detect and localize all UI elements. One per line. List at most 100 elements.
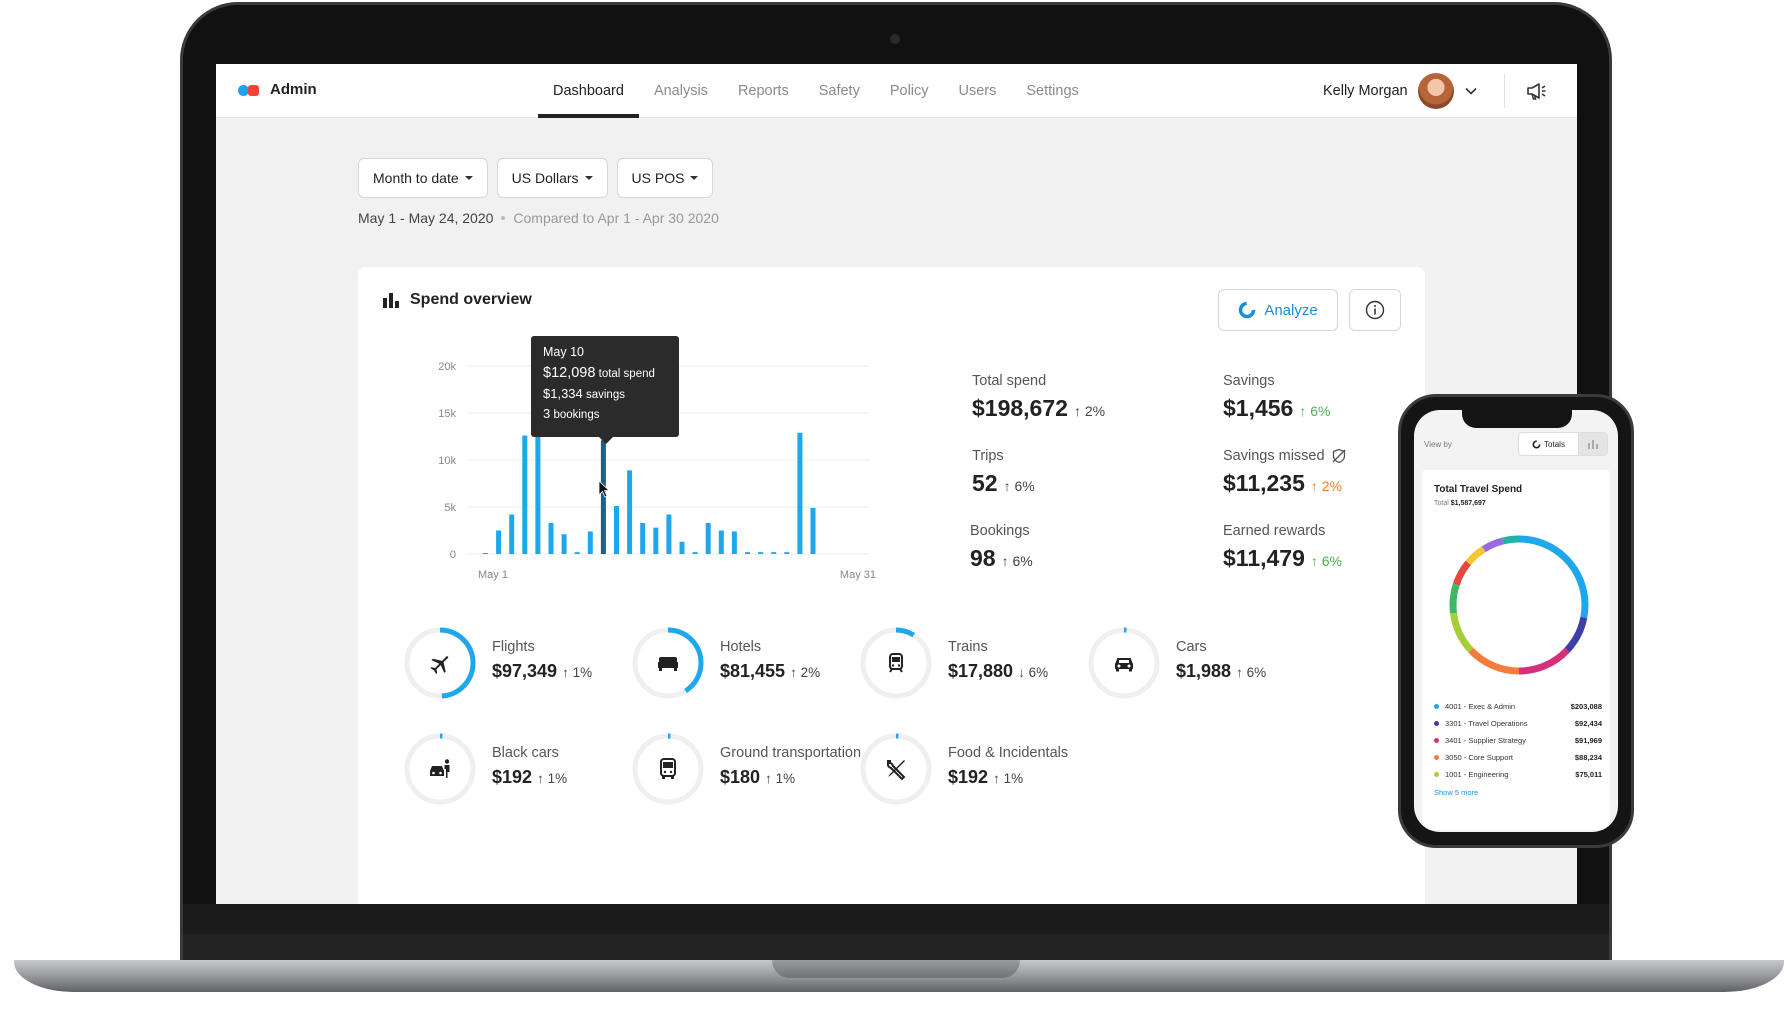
legend-value: $203,088: [1570, 702, 1602, 711]
legend-value: $92,434: [1574, 719, 1602, 728]
app-logo[interactable]: Admin: [238, 81, 317, 98]
analyze-button[interactable]: Analyze: [1218, 289, 1338, 331]
info-button[interactable]: [1349, 289, 1401, 331]
chart-bar[interactable]: [718, 530, 724, 555]
category-values: $192 ↑ 1%: [492, 767, 567, 788]
chart-bar[interactable]: [640, 522, 646, 554]
category-label: Trains: [948, 639, 988, 655]
chart-bar[interactable]: [771, 552, 777, 554]
phone-toggle-totals[interactable]: Totals: [1519, 433, 1579, 455]
category-label: Flights: [492, 639, 535, 655]
chart-bar[interactable]: [731, 531, 737, 554]
chart-bar[interactable]: [614, 506, 619, 554]
ring-fill: [860, 627, 932, 699]
tooltip-bookings: 3 bookings: [543, 406, 667, 421]
donut-segment[interactable]: [1449, 535, 1589, 675]
chart-bar[interactable]: [496, 530, 502, 555]
phone-toggle-chart[interactable]: [1579, 433, 1607, 455]
category-food-incidentals[interactable]: Food & Incidentals $192 ↑ 1%: [858, 731, 1098, 807]
user-menu[interactable]: Kelly Morgan: [1323, 73, 1478, 109]
legend-item[interactable]: 3050 - Core Support $88,234: [1434, 749, 1602, 766]
logo-mark-icon: [238, 83, 262, 97]
category-ground-transportation[interactable]: Ground transportation $180 ↑ 1%: [630, 731, 870, 807]
phone-card-total: Total $1,587,697: [1434, 500, 1486, 507]
chart-bar[interactable]: [561, 534, 567, 554]
phone-card-title: Total Travel Spend: [1434, 484, 1523, 495]
tab-settings[interactable]: Settings: [1026, 83, 1079, 99]
megaphone-icon[interactable]: [1524, 79, 1548, 103]
pos-dropdown-label: US POS: [631, 170, 685, 186]
currency-dropdown[interactable]: US Dollars: [496, 158, 608, 198]
chart-bar[interactable]: [653, 527, 659, 554]
tab-dashboard[interactable]: Dashboard: [538, 64, 639, 118]
user-name: Kelly Morgan: [1323, 83, 1408, 99]
legend-value: $75,011: [1575, 770, 1602, 779]
legend-item[interactable]: 4001 - Exec & Admin $203,088: [1434, 698, 1602, 715]
category-hotels[interactable]: Hotels $81,455 ↑ 2%: [630, 625, 870, 701]
tab-reports[interactable]: Reports: [737, 83, 789, 99]
arrow-up-icon: ↑: [1299, 403, 1307, 419]
chart-bar[interactable]: [548, 522, 554, 554]
donut-segment[interactable]: [1449, 535, 1589, 675]
tab-analysis[interactable]: Analysis: [653, 83, 708, 99]
legend-item[interactable]: 3301 - Travel Operations $92,434: [1434, 715, 1602, 732]
category-trains[interactable]: Trains $17,880 ↓ 6%: [858, 625, 1098, 701]
stat-change: ↑ 6%: [1002, 553, 1033, 569]
chart-bar[interactable]: [692, 552, 698, 554]
chart-bar[interactable]: [705, 522, 711, 554]
category-change: ↑ 1%: [993, 771, 1023, 786]
category-value: $97,349: [492, 661, 558, 681]
chart-bar[interactable]: [509, 514, 515, 554]
legend-name: 3301 - Travel Operations: [1445, 719, 1528, 728]
tooltip-bookings-value: 3: [543, 406, 551, 421]
airplane-icon: [430, 655, 449, 674]
chart-bar[interactable]: [535, 422, 541, 554]
tooltip-date: May 10: [543, 345, 584, 359]
stat-label-text: Savings missed: [1223, 448, 1325, 464]
chart-bar[interactable]: [745, 552, 750, 554]
chart-bar[interactable]: [679, 541, 685, 554]
chart-bar[interactable]: [600, 440, 606, 554]
period-dropdown[interactable]: Month to date: [358, 158, 488, 198]
arrow-up-icon: ↑: [562, 665, 569, 680]
donut-segment[interactable]: [1449, 535, 1589, 675]
ring-fill: [860, 733, 932, 805]
show-more-link[interactable]: Show 5 more: [1434, 788, 1479, 797]
chart-bar[interactable]: [784, 552, 790, 554]
spend-overview-title: Spend overview: [382, 291, 532, 309]
phone-notch: [1462, 410, 1572, 428]
category-label: Cars: [1176, 639, 1207, 655]
chart-bar[interactable]: [797, 432, 803, 554]
chart-bar[interactable]: [522, 435, 528, 554]
stat-total-spend: Total spend $198,672 ↑ 2%: [972, 373, 1105, 422]
stat-trips: Trips 52 ↑ 6%: [972, 448, 1035, 497]
bar-chart-icon: [383, 293, 399, 308]
legend-item[interactable]: 3401 - Supplier Strategy $91,969: [1434, 732, 1602, 749]
logo-text: Admin: [270, 81, 317, 98]
category-change-value: 1%: [1003, 771, 1024, 786]
phone-view-toggle[interactable]: Totals: [1518, 432, 1608, 456]
chart-bar[interactable]: [810, 507, 816, 554]
arrow-up-icon: ↑: [1236, 665, 1243, 680]
chart-bar[interactable]: [758, 552, 764, 554]
legend-item[interactable]: 1001 - Engineering $75,011: [1434, 766, 1602, 783]
category-black-cars[interactable]: Black cars $192 ↑ 1%: [402, 731, 642, 807]
tab-policy[interactable]: Policy: [889, 83, 929, 99]
tab-safety[interactable]: Safety: [818, 83, 860, 99]
chart-bar[interactable]: [483, 553, 488, 554]
category-flights[interactable]: Flights $97,349 ↑ 1%: [402, 625, 642, 701]
stat-bookings: Bookings 98 ↑ 6%: [970, 523, 1033, 572]
category-cars[interactable]: Cars $1,988 ↑ 6%: [1086, 625, 1326, 701]
chevron-down-icon[interactable]: [1464, 84, 1478, 98]
pos-dropdown[interactable]: US POS: [616, 158, 714, 198]
chart-bar[interactable]: [627, 470, 633, 554]
tab-users[interactable]: Users: [958, 83, 997, 99]
shield-off-icon[interactable]: [1331, 448, 1347, 464]
chart-bar[interactable]: [587, 531, 593, 554]
category-value: $81,455: [720, 661, 786, 681]
avatar[interactable]: [1417, 73, 1454, 109]
phone-screen: View by Totals Total Travel Spend Total …: [1414, 410, 1618, 832]
ring-fill: [632, 627, 704, 699]
chart-bar[interactable]: [666, 514, 672, 554]
chart-bar[interactable]: [574, 552, 580, 554]
